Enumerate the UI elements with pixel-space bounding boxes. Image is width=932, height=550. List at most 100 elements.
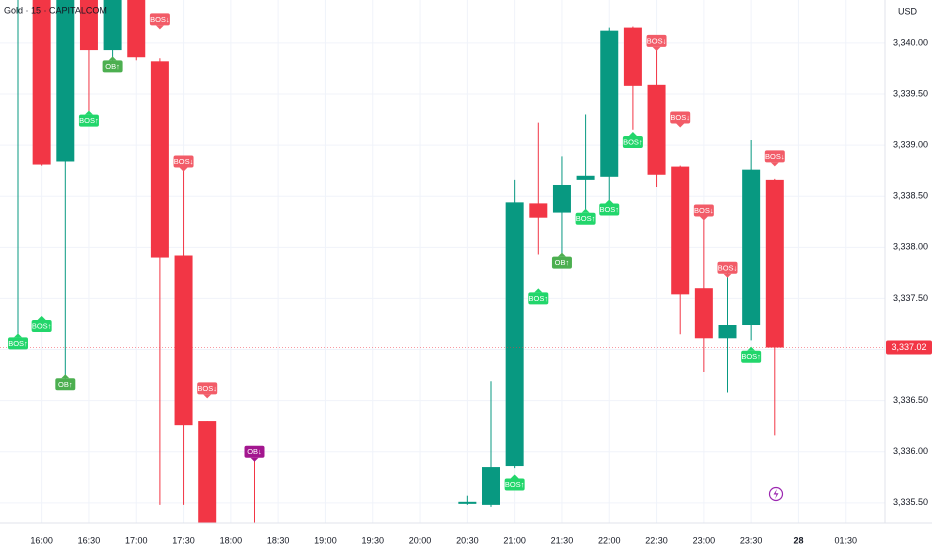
annotation: BOS↓ (693, 204, 714, 221)
annotation-label: OB↓ (247, 447, 262, 456)
annotation-label: BOS↓ (765, 152, 785, 161)
annotation-pointer (84, 110, 93, 115)
annotation-label: BOS↑ (623, 138, 643, 147)
annotation-pointer (699, 216, 708, 221)
lightning (773, 489, 779, 499)
candle-body (529, 203, 548, 218)
x-tick-label: 16:30 (78, 535, 101, 545)
candle-body (482, 467, 500, 505)
annotation-label: OB↑ (58, 380, 73, 389)
annotation-box (244, 445, 265, 458)
x-tick-label: 16:00 (30, 535, 53, 545)
y-tick-label: 3,340.00 (893, 37, 928, 47)
x-tick-label: 21:30 (551, 535, 574, 545)
annotation-pointer (108, 56, 117, 61)
annotation-box (741, 350, 762, 363)
annotation-label: BOS↑ (599, 205, 619, 214)
plot (0, 0, 885, 523)
y-tick-label: 3,337.50 (893, 293, 928, 303)
annotation: BOS↑ (528, 288, 549, 305)
y-tick-label: 3,339.00 (893, 140, 928, 150)
annotation-pointer (628, 132, 637, 137)
annotation-pointer (581, 208, 590, 213)
annotation-pointer (510, 474, 519, 479)
candle-body (623, 27, 642, 86)
annotation: OB↓ (244, 445, 265, 462)
annotation: BOS↑ (622, 132, 643, 149)
annotation-label: BOS↓ (718, 263, 738, 272)
annotation-box (102, 60, 123, 73)
x-tick-label: 18:00 (220, 535, 243, 545)
annotation-pointer (723, 273, 732, 278)
annotation-label: OB↑ (555, 258, 570, 267)
candle-body (765, 179, 784, 348)
x-tick-label: 19:00 (314, 535, 337, 545)
annotation-box (31, 320, 52, 333)
annotation-box (622, 136, 643, 149)
annotation-box (670, 111, 691, 124)
annotation-pointer (61, 374, 70, 379)
annotation-box (55, 378, 76, 391)
candle-body (718, 325, 737, 339)
annotation-label: BOS↑ (529, 294, 549, 303)
annotation-label: BOS↓ (670, 113, 690, 122)
candle-body (127, 0, 146, 58)
candle-body (742, 169, 761, 326)
last-price-box (886, 340, 932, 355)
candle-body (552, 184, 571, 213)
annotation: BOS↓ (717, 261, 738, 278)
price-axis (885, 0, 932, 550)
annotation: BOS↑ (504, 474, 525, 491)
annotation: OB↑ (551, 252, 572, 269)
annotation-box (717, 261, 738, 274)
candle-body (600, 30, 619, 177)
annotation-box (646, 34, 667, 47)
annotation-box (551, 256, 572, 269)
y-tick-label: 3,336.50 (893, 395, 928, 405)
annotation: OB↑ (102, 56, 123, 73)
annotation-pointer (37, 316, 46, 321)
y-tick-label: 3,336.00 (893, 446, 928, 456)
candle-body (174, 255, 193, 426)
chart-title: Gold · 15 · CAPITALCOM (4, 5, 107, 15)
x-tick-label: 01:30 (834, 535, 857, 545)
annotation-pointer (179, 167, 188, 172)
annotation-box (78, 114, 99, 127)
y-tick-label: 3,339.50 (893, 88, 928, 98)
annotation-label: BOS↑ (576, 214, 596, 223)
annotation-box (504, 478, 525, 491)
x-tick-label: 20:00 (409, 535, 432, 545)
annotation-box (575, 212, 596, 225)
annotation: BOS↑ (599, 199, 620, 216)
x-tick-label: 21:00 (503, 535, 526, 545)
event-icon[interactable] (768, 486, 784, 502)
candle-body (56, 0, 75, 162)
annotation-box (173, 155, 194, 168)
annotation-box (8, 337, 28, 350)
annotation-pointer (534, 288, 543, 293)
annotation-label: BOS↑ (79, 116, 99, 125)
annotation-pointer (770, 162, 779, 167)
annotation-box (693, 204, 714, 217)
annotation: BOS↑ (741, 346, 762, 363)
annotation-pointer (250, 457, 259, 462)
x-tick-label: 18:30 (267, 535, 290, 545)
last-price-label: 3,337.02 (891, 342, 926, 352)
annotation: BOS↑ (78, 110, 99, 127)
annotation-pointer (605, 199, 614, 204)
candle-body (671, 166, 690, 295)
annotation-box (764, 150, 785, 163)
x-tick-label: 19:30 (361, 535, 384, 545)
annotation-label: BOS↓ (647, 36, 667, 45)
annotation-pointer (155, 25, 164, 30)
annotation-pointer (747, 346, 756, 351)
annotation-pointer (14, 333, 22, 338)
candle-body (458, 501, 477, 504)
annotation: BOS↑ (575, 208, 596, 225)
annotation: BOS↓ (764, 150, 785, 167)
annotation: BOS↓ (670, 111, 691, 128)
candle-body (694, 288, 713, 339)
annotation-label: BOS↓ (197, 384, 217, 393)
annotation-label: BOS↑ (741, 352, 761, 361)
